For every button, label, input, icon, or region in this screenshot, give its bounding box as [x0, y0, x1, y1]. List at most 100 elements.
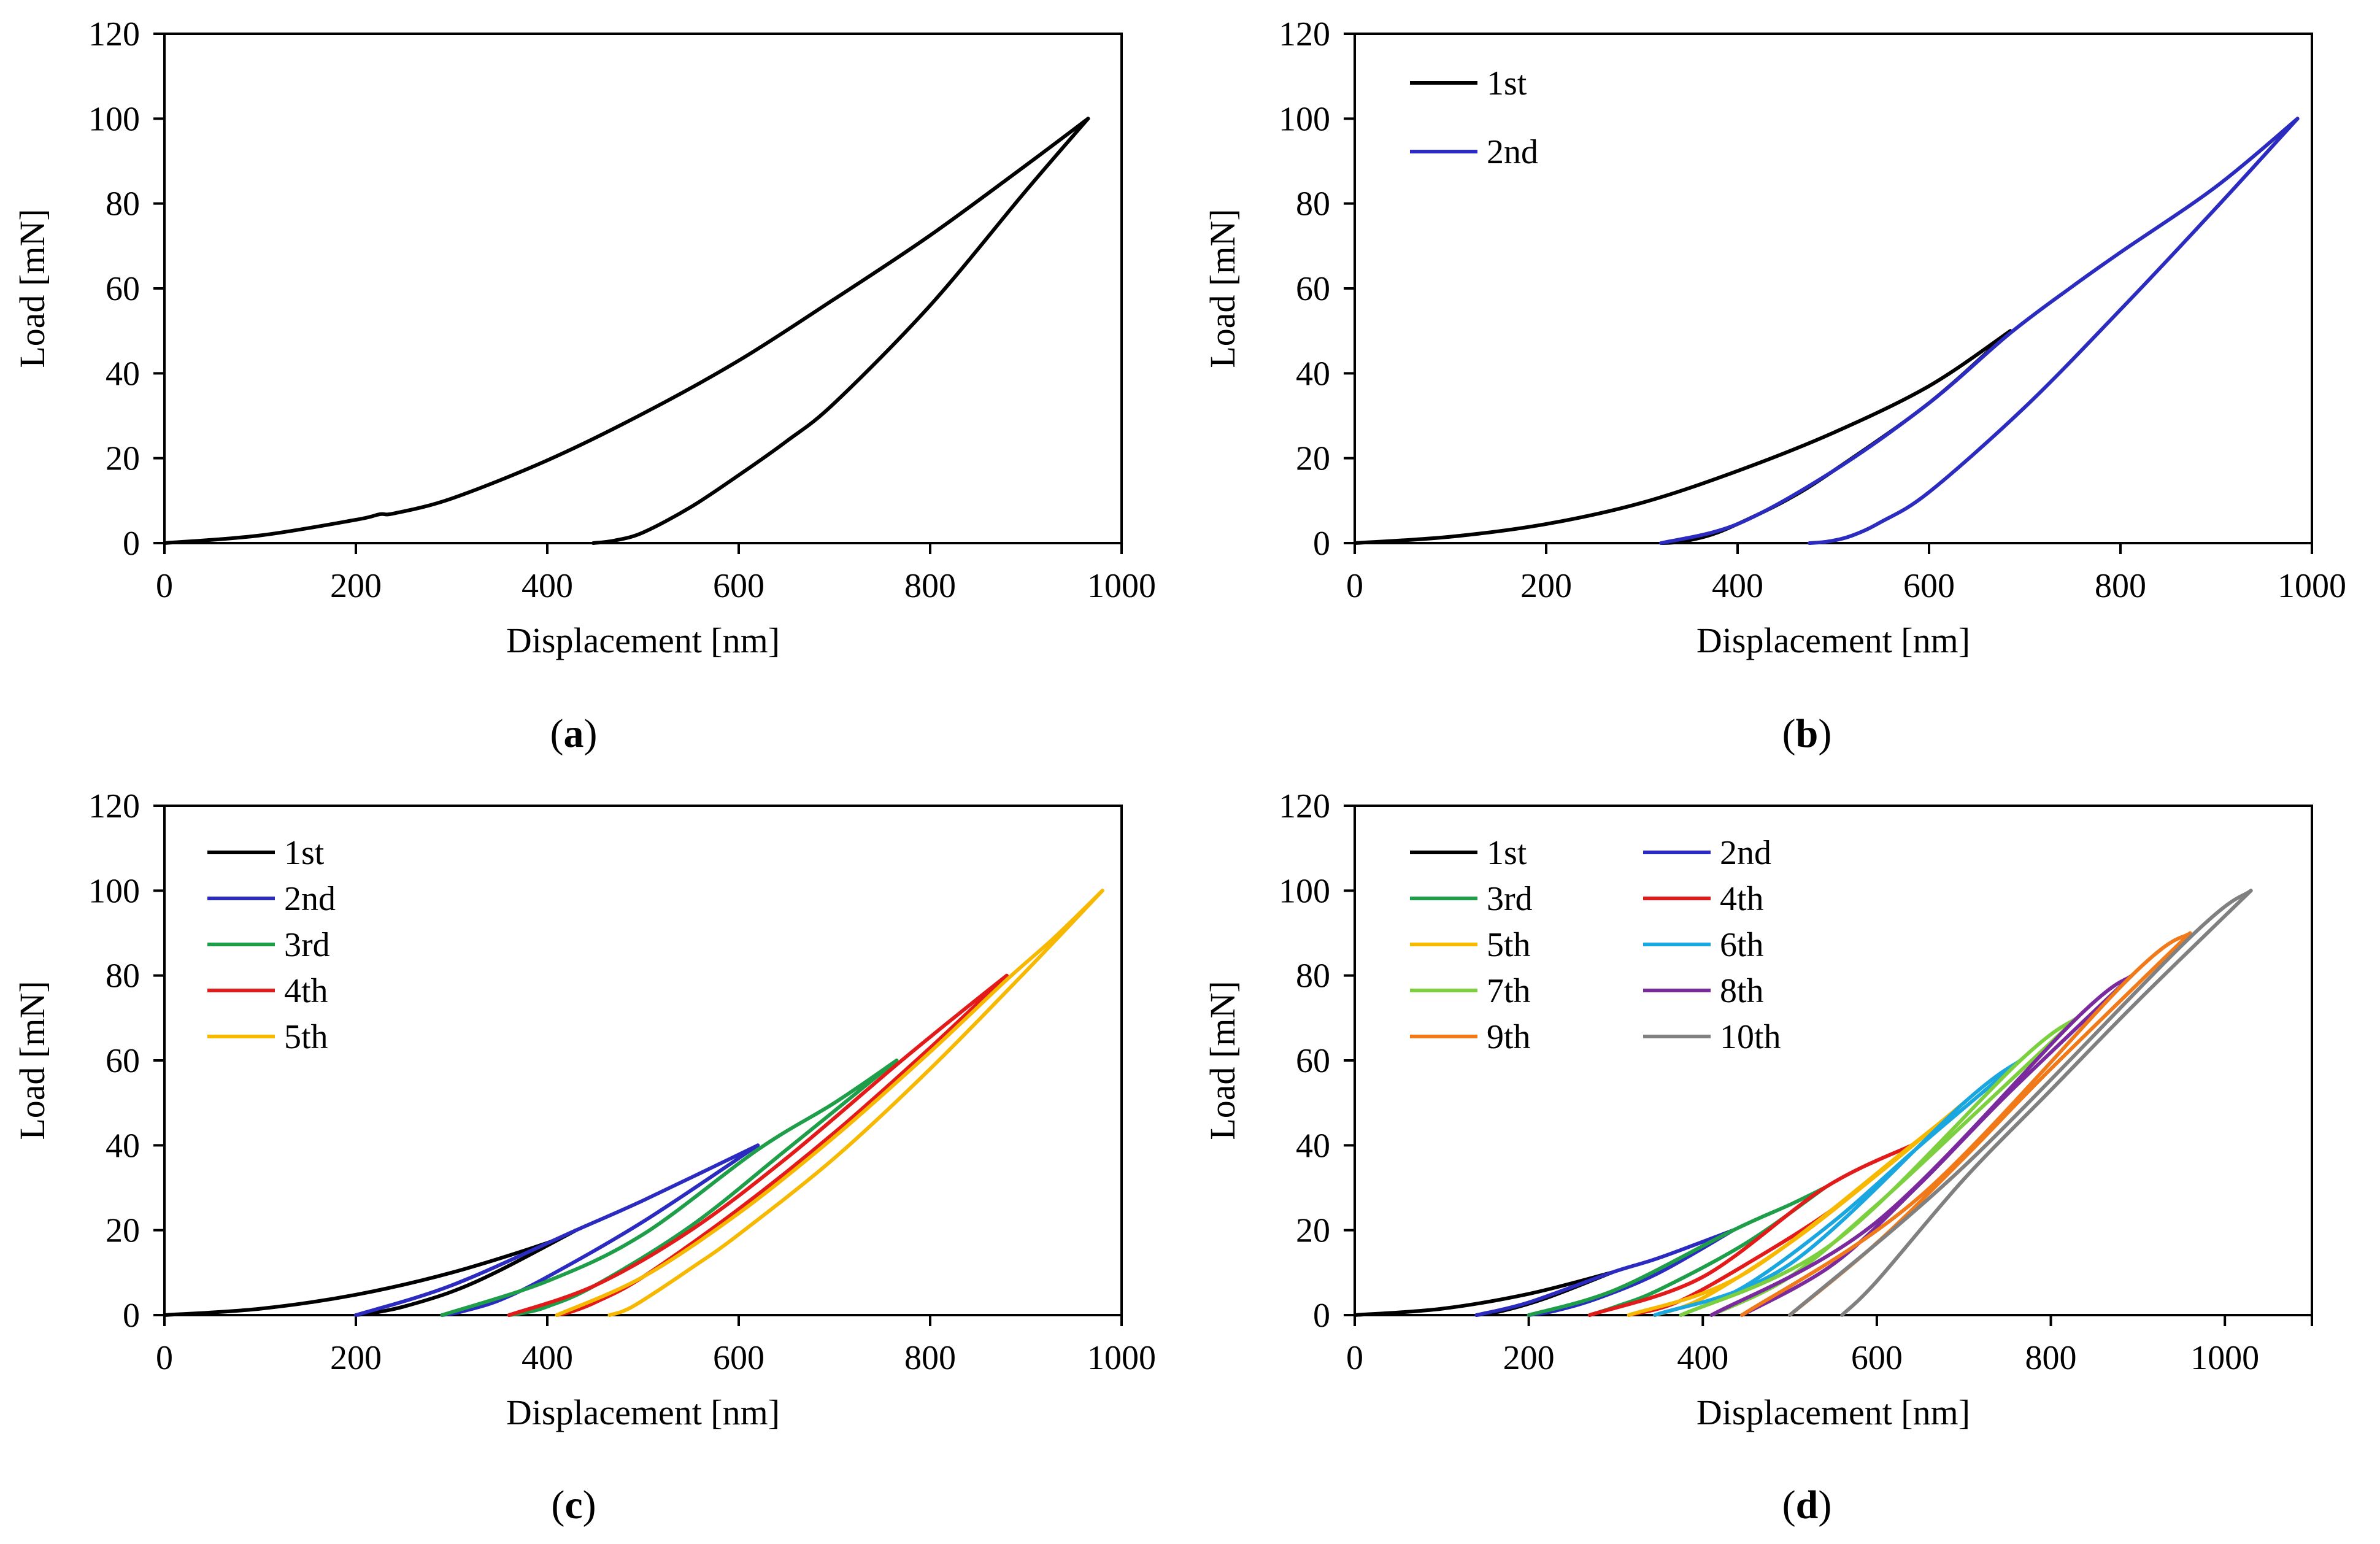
series-line-loading: [163, 1228, 578, 1317]
y-tick-label: 100: [1279, 872, 1330, 910]
plot-area: 0 20 40 60 80 100 120 0 200 400 600 800 1000 Displace…: [1203, 15, 2346, 660]
y-tick-label: 80: [106, 185, 140, 223]
legend-label: 2nd: [1487, 133, 1538, 171]
caption-letter: d: [1795, 1483, 1819, 1527]
y-axis-title: Load [mN]: [1203, 209, 1242, 368]
legend-label: 3rd: [1487, 880, 1533, 918]
legend-label: 7th: [1487, 972, 1531, 1010]
x-tick-label: 200: [330, 1339, 382, 1377]
y-tick-label: 20: [106, 1212, 140, 1250]
y-tick-label: 120: [1279, 15, 1330, 53]
x-tick-label: 1000: [1087, 567, 1156, 605]
caption-d: (d): [1782, 1483, 1832, 1527]
x-tick-label: 1000: [1087, 1339, 1156, 1377]
y-tick-label: 20: [1296, 1212, 1330, 1250]
series-line-unloading: [555, 973, 1009, 1317]
series-5th: [555, 889, 1104, 1317]
x-tick-label: 600: [1851, 1339, 1903, 1377]
series-3rd: [440, 1059, 899, 1317]
y-tick-label: 80: [1296, 185, 1330, 223]
y-tick-label: 100: [1279, 100, 1330, 138]
legend-label: 2nd: [284, 880, 336, 918]
plot-frame: [1354, 33, 2313, 544]
legend-label: 6th: [1720, 926, 1764, 964]
x-axis-title: Displacement [nm]: [506, 620, 780, 660]
series-line-unloading: [1653, 1101, 1966, 1317]
chart-panel-c: 0 20 40 60 80 100 120 0 200 400 600 800 1000 Displace…: [12, 787, 1156, 1432]
y-tick-label: 80: [106, 957, 140, 995]
series-line-loading: [1353, 329, 2012, 545]
x-tick-label: 800: [2095, 567, 2146, 605]
series-1st: [1353, 329, 2012, 545]
series-line-unloading: [1840, 889, 2253, 1317]
x-tick-label: 800: [904, 567, 956, 605]
series-6th: [1653, 1059, 2022, 1317]
series-7th: [1679, 1016, 2079, 1317]
series-1st: [1353, 1270, 1614, 1317]
y-tick-label: 0: [123, 525, 140, 563]
series-4th: [507, 973, 1009, 1317]
x-axis-title: Displacement [nm]: [506, 1392, 780, 1432]
y-tick-label: 60: [1296, 270, 1330, 308]
x-tick-label: 400: [522, 1339, 573, 1377]
chart-panel-a: 0 20 40 60 80 100 120 0 200 400 600 800 1000 Displace…: [12, 15, 1156, 660]
y-axis-title: Load [mN]: [12, 981, 52, 1140]
legend-label: 1st: [1487, 834, 1527, 872]
x-tick-label: 400: [1677, 1339, 1728, 1377]
series-line-unloading: [591, 117, 1090, 545]
legend-label: 3rd: [284, 926, 330, 964]
series-line-loading: [1740, 931, 2192, 1317]
y-tick-label: 20: [106, 440, 140, 478]
plot-area: 0 20 40 60 80 100 120 0 200 400 600 800 1000 Displace…: [1203, 787, 2313, 1432]
plot-area: 0 20 40 60 80 100 120 0 200 400 600 800 1000 Displace…: [12, 787, 1156, 1432]
series-line-unloading: [440, 1143, 760, 1317]
caption-b: (b): [1782, 711, 1832, 756]
x-tick-label: 600: [713, 1339, 764, 1377]
series-2nd: [1659, 117, 2300, 545]
x-tick-label: 800: [904, 1339, 956, 1377]
series-line-loading: [163, 117, 1090, 545]
plot-area: 0 20 40 60 80 100 120 0 200 400 600 800 1000 Displace…: [12, 15, 1156, 660]
caption-c: (c): [551, 1483, 596, 1527]
series-line-loading: [1527, 1186, 1827, 1317]
y-tick-label: 40: [1296, 1127, 1330, 1165]
y-tick-label: 100: [88, 872, 140, 910]
y-tick-label: 120: [88, 15, 140, 53]
x-tick-label: 800: [2025, 1339, 2077, 1377]
series-line-loading: [1353, 1270, 1614, 1317]
series-5th: [1627, 1101, 1966, 1317]
plot-frame: [163, 33, 1123, 544]
x-tick-label: 1000: [2190, 1339, 2259, 1377]
series-line-loading: [1474, 1228, 1735, 1317]
series-line-unloading: [1808, 117, 2300, 545]
series-2nd: [354, 1143, 760, 1317]
caption-letter: a: [563, 711, 584, 756]
legend-label: 5th: [1487, 926, 1531, 964]
legend-label: 9th: [1487, 1018, 1531, 1056]
series-line-unloading: [607, 889, 1104, 1317]
legend-label: 1st: [284, 834, 325, 872]
y-axis-title: Load [mN]: [1203, 981, 1242, 1140]
y-tick-label: 40: [106, 355, 140, 393]
chart-panel-b: 0 20 40 60 80 100 120 0 200 400 600 800 1000 Displace…: [1203, 15, 2346, 660]
series-line-loading: [440, 1059, 899, 1317]
series-line-unloading: [1788, 931, 2192, 1317]
legend-label: 5th: [284, 1018, 328, 1056]
legend-label: 10th: [1720, 1018, 1781, 1056]
x-tick-label: 400: [1712, 567, 1763, 605]
y-tick-label: 40: [106, 1127, 140, 1165]
x-axis-title: Displacement [nm]: [1696, 620, 1970, 660]
series-line-loading: [555, 889, 1104, 1317]
caption-a: (a): [550, 711, 598, 756]
y-tick-label: 60: [106, 1042, 140, 1080]
series-line-unloading: [1679, 1059, 2022, 1317]
x-tick-label: 600: [1903, 567, 1955, 605]
x-tick-label: 400: [522, 567, 573, 605]
x-tick-label: 200: [1520, 567, 1572, 605]
series-1st: [163, 1228, 578, 1317]
y-tick-label: 100: [88, 100, 140, 138]
y-tick-label: 40: [1296, 355, 1330, 393]
y-tick-label: 60: [1296, 1042, 1330, 1080]
series-line-loading: [1653, 1059, 2022, 1317]
